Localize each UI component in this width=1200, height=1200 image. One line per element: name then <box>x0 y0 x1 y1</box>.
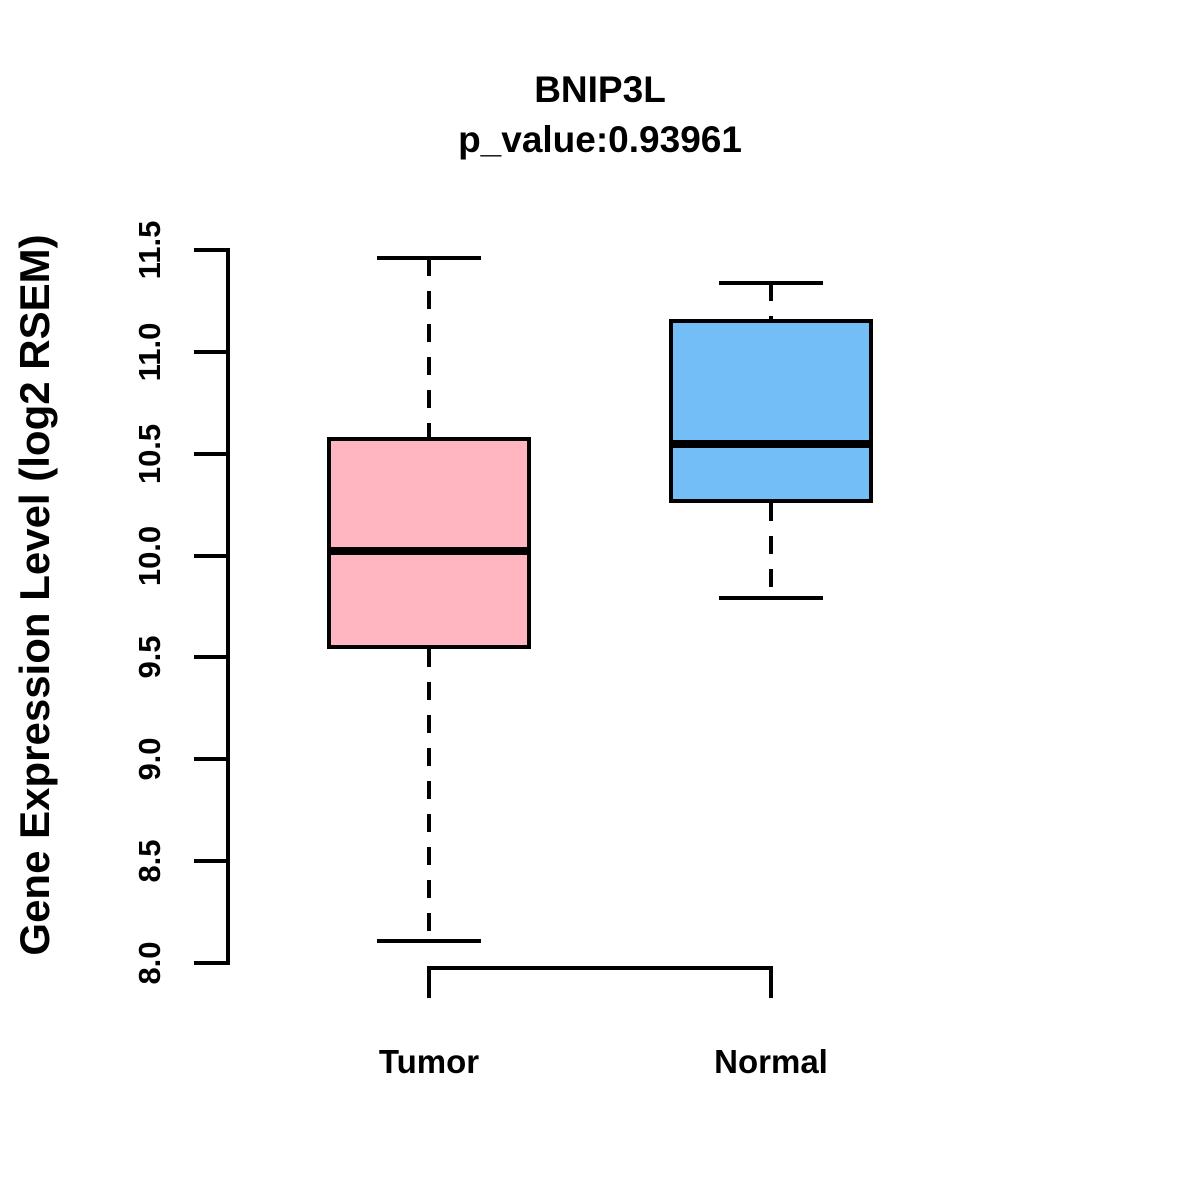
x-axis-tick-normal <box>769 966 773 998</box>
y-tick <box>194 859 226 864</box>
tumor-upper-whisker <box>427 258 431 438</box>
tumor-category-label: Tumor <box>378 1043 480 1080</box>
y-tick-label: 10.5 <box>132 423 167 484</box>
tumor-upper-whisker-cap <box>377 256 481 261</box>
y-tick <box>194 349 226 354</box>
chart-subtitle-pvalue: p_value:0.93961 <box>458 119 742 160</box>
normal-upper-whisker-cap <box>719 280 823 285</box>
y-tick <box>194 757 226 762</box>
y-tick-label: 11.0 <box>132 322 167 382</box>
y-tick-label: 9.5 <box>132 635 167 679</box>
y-tick <box>194 655 226 660</box>
x-axis-tick-tumor <box>427 966 431 998</box>
normal-median-line <box>669 439 873 448</box>
normal-upper-whisker <box>769 282 773 320</box>
y-tick-label: 10.0 <box>132 525 167 586</box>
y-tick <box>194 451 226 456</box>
normal-lower-whisker-cap <box>719 596 823 601</box>
y-tick-label: 8.0 <box>132 941 167 985</box>
chart-title: BNIP3L <box>534 69 666 110</box>
y-tick-label: 11.5 <box>132 220 167 280</box>
tumor-lower-whisker-cap <box>377 938 481 943</box>
tumor-box <box>327 437 531 650</box>
y-tick <box>194 553 226 558</box>
tumor-lower-whisker <box>427 649 431 941</box>
y-tick <box>194 961 226 965</box>
x-axis-line <box>427 966 773 970</box>
normal-category-label: Normal <box>714 1043 828 1080</box>
tumor-median-line <box>327 547 531 556</box>
y-tick <box>194 248 226 252</box>
y-axis-line <box>226 248 230 965</box>
normal-lower-whisker <box>769 502 773 599</box>
normal-box <box>669 319 873 503</box>
y-tick-label: 9.0 <box>132 737 167 781</box>
y-tick-label: 8.5 <box>132 839 167 883</box>
